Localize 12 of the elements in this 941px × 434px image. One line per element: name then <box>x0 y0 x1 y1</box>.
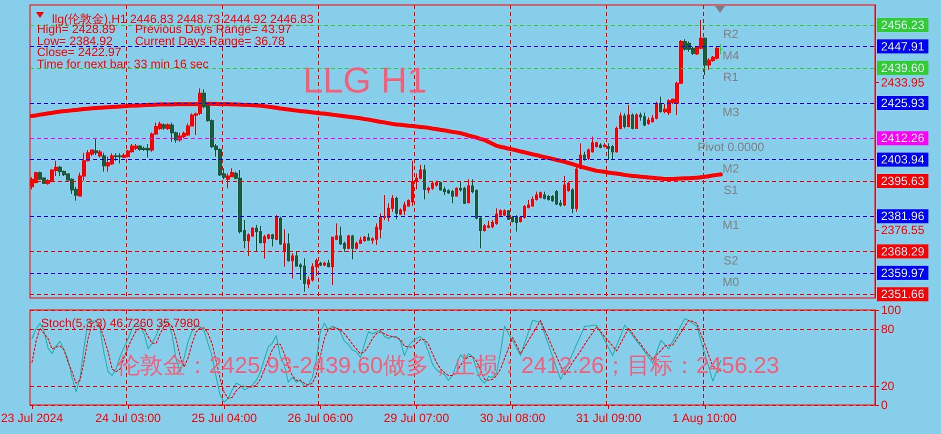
y-tick-label: 80 <box>881 322 895 336</box>
x-tick-label: 26 Jul 06:00 <box>288 411 354 425</box>
x-tick-label: 31 Jul 09:00 <box>576 411 642 425</box>
x-tick-label: 29 Jul 07:00 <box>384 411 450 425</box>
x-tick-label: 1 Aug 10:00 <box>672 411 737 425</box>
y-tick-label: 100 <box>881 303 902 317</box>
y-tick-label: 0 <box>881 398 888 412</box>
x-tick-label: 23 Jul 2024 <box>0 411 64 425</box>
x-tick-label: 25 Jul 04:00 <box>192 411 258 425</box>
y-tick-label: 20 <box>881 379 895 393</box>
x-tick-label: 30 Jul 08:00 <box>480 411 546 425</box>
x-tick-label: 24 Jul 03:00 <box>95 411 162 425</box>
